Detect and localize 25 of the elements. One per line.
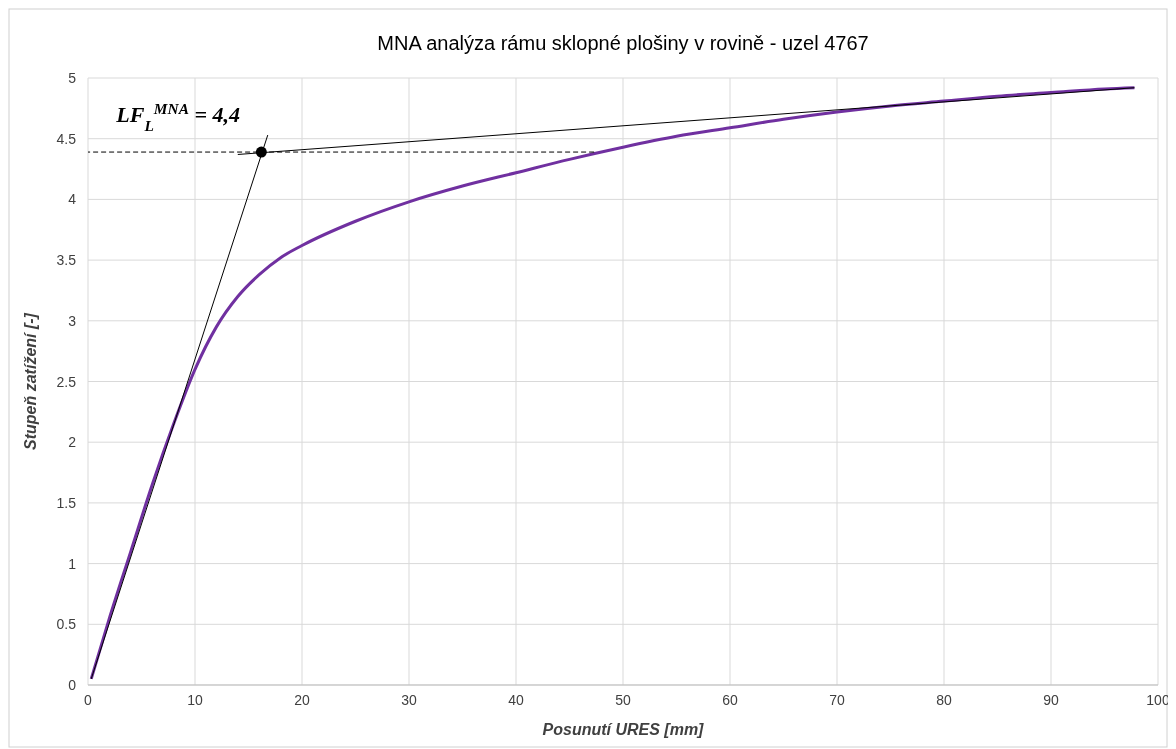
y-tick-label: 2.5 [56, 373, 77, 390]
y-tick-label: 1.5 [56, 494, 77, 511]
y-tick-label: 1 [68, 555, 77, 572]
x-tick-label: 80 [936, 692, 952, 708]
y-tick-label: 2 [68, 434, 77, 451]
y-axis-title: Stupeň zatížení [-] [22, 312, 39, 450]
y-tick-label: 4.5 [56, 130, 77, 147]
x-tick-label: 0 [84, 692, 93, 708]
x-tick-label: 30 [401, 692, 417, 708]
x-tick-label: 40 [508, 692, 524, 708]
annotation: LF$_{L}$$^{MNA}$ = 4,4 [115, 99, 240, 134]
x-tick-label: 10 [187, 692, 203, 708]
x-tick-label: 20 [294, 692, 310, 708]
x-tick-label: 90 [1043, 692, 1059, 708]
y-tick-label: 0 [68, 677, 77, 693]
x-tick-label: 50 [615, 692, 631, 708]
x-axis-title: Posunutí URES [mm] [542, 721, 705, 738]
y-tick-label: 0.5 [56, 616, 77, 633]
y-tick-label: 3 [68, 312, 77, 329]
y-tick-label: 4 [68, 191, 77, 208]
y-tick-label: 3.5 [56, 252, 77, 269]
chart-title: MNA analýza rámu sklopné plošiny v rovině - uzel 4767 [377, 32, 869, 54]
x-tick-label: 60 [722, 692, 738, 708]
y-tick-label: 5 [68, 70, 77, 86]
x-tick-label: 70 [829, 692, 845, 708]
